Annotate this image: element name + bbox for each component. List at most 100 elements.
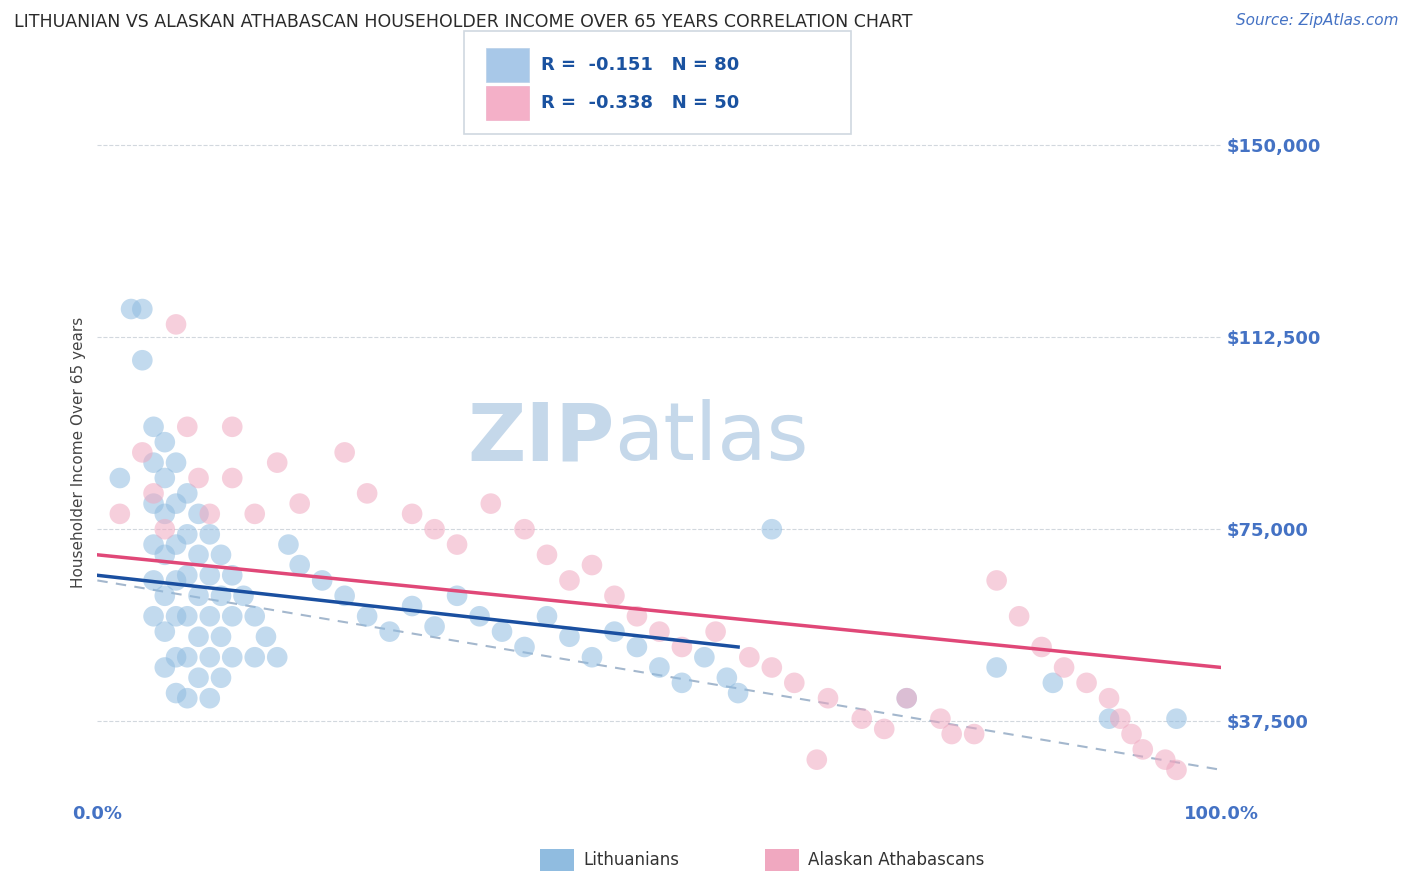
- Point: [446, 589, 468, 603]
- Text: Source: ZipAtlas.com: Source: ZipAtlas.com: [1236, 13, 1399, 29]
- Text: LITHUANIAN VS ALASKAN ATHABASCAN HOUSEHOLDER INCOME OVER 65 YEARS CORRELATION CH: LITHUANIAN VS ALASKAN ATHABASCAN HOUSEHO…: [14, 13, 912, 31]
- Point: [1042, 676, 1064, 690]
- Point: [165, 318, 187, 332]
- Text: R =  -0.151   N = 80: R = -0.151 N = 80: [541, 56, 740, 74]
- Point: [153, 624, 176, 639]
- Point: [288, 558, 311, 572]
- Point: [198, 650, 221, 665]
- Point: [761, 660, 783, 674]
- Point: [266, 650, 288, 665]
- Point: [142, 456, 165, 470]
- Point: [333, 445, 356, 459]
- Point: [513, 522, 536, 536]
- Point: [941, 727, 963, 741]
- Point: [142, 538, 165, 552]
- Point: [187, 630, 209, 644]
- Point: [491, 624, 513, 639]
- Text: Lithuanians: Lithuanians: [583, 851, 679, 869]
- Point: [1166, 763, 1188, 777]
- Point: [581, 558, 603, 572]
- Point: [1132, 742, 1154, 756]
- Point: [896, 691, 918, 706]
- Point: [1098, 712, 1121, 726]
- Point: [165, 609, 187, 624]
- Point: [873, 722, 896, 736]
- Point: [176, 527, 198, 541]
- Point: [727, 686, 749, 700]
- Point: [176, 691, 198, 706]
- Point: [288, 497, 311, 511]
- Point: [176, 486, 198, 500]
- Point: [648, 624, 671, 639]
- Point: [704, 624, 727, 639]
- Point: [716, 671, 738, 685]
- Point: [153, 435, 176, 450]
- Point: [198, 507, 221, 521]
- Point: [198, 691, 221, 706]
- Point: [209, 589, 232, 603]
- Point: [176, 419, 198, 434]
- Point: [198, 527, 221, 541]
- Point: [311, 574, 333, 588]
- Point: [131, 353, 153, 368]
- Point: [1154, 753, 1177, 767]
- Point: [761, 522, 783, 536]
- Point: [513, 640, 536, 654]
- Point: [243, 650, 266, 665]
- Point: [558, 574, 581, 588]
- Point: [120, 301, 142, 316]
- Point: [1053, 660, 1076, 674]
- Point: [187, 589, 209, 603]
- Point: [142, 419, 165, 434]
- Point: [423, 619, 446, 633]
- Point: [165, 538, 187, 552]
- Point: [165, 497, 187, 511]
- Point: [1098, 691, 1121, 706]
- Point: [986, 660, 1008, 674]
- Point: [266, 456, 288, 470]
- Point: [209, 548, 232, 562]
- Point: [176, 568, 198, 582]
- Text: R =  -0.338   N = 50: R = -0.338 N = 50: [541, 94, 740, 112]
- Point: [536, 609, 558, 624]
- Point: [198, 609, 221, 624]
- Point: [626, 609, 648, 624]
- Point: [356, 609, 378, 624]
- Point: [986, 574, 1008, 588]
- Point: [176, 609, 198, 624]
- Point: [603, 624, 626, 639]
- Point: [1166, 712, 1188, 726]
- Point: [108, 507, 131, 521]
- Point: [153, 471, 176, 485]
- Point: [254, 630, 277, 644]
- Point: [131, 445, 153, 459]
- Point: [198, 568, 221, 582]
- Point: [896, 691, 918, 706]
- Point: [243, 609, 266, 624]
- Point: [581, 650, 603, 665]
- Point: [153, 522, 176, 536]
- Point: [142, 609, 165, 624]
- Point: [153, 660, 176, 674]
- Point: [221, 419, 243, 434]
- Point: [165, 650, 187, 665]
- Text: Alaskan Athabascans: Alaskan Athabascans: [808, 851, 984, 869]
- Point: [221, 568, 243, 582]
- Point: [153, 589, 176, 603]
- Point: [153, 548, 176, 562]
- Point: [1109, 712, 1132, 726]
- Point: [1121, 727, 1143, 741]
- Point: [187, 671, 209, 685]
- Point: [446, 538, 468, 552]
- Point: [963, 727, 986, 741]
- Point: [153, 507, 176, 521]
- Point: [187, 548, 209, 562]
- Point: [221, 471, 243, 485]
- Point: [626, 640, 648, 654]
- Point: [142, 497, 165, 511]
- Point: [603, 589, 626, 603]
- Point: [277, 538, 299, 552]
- Point: [468, 609, 491, 624]
- Point: [187, 507, 209, 521]
- Point: [232, 589, 254, 603]
